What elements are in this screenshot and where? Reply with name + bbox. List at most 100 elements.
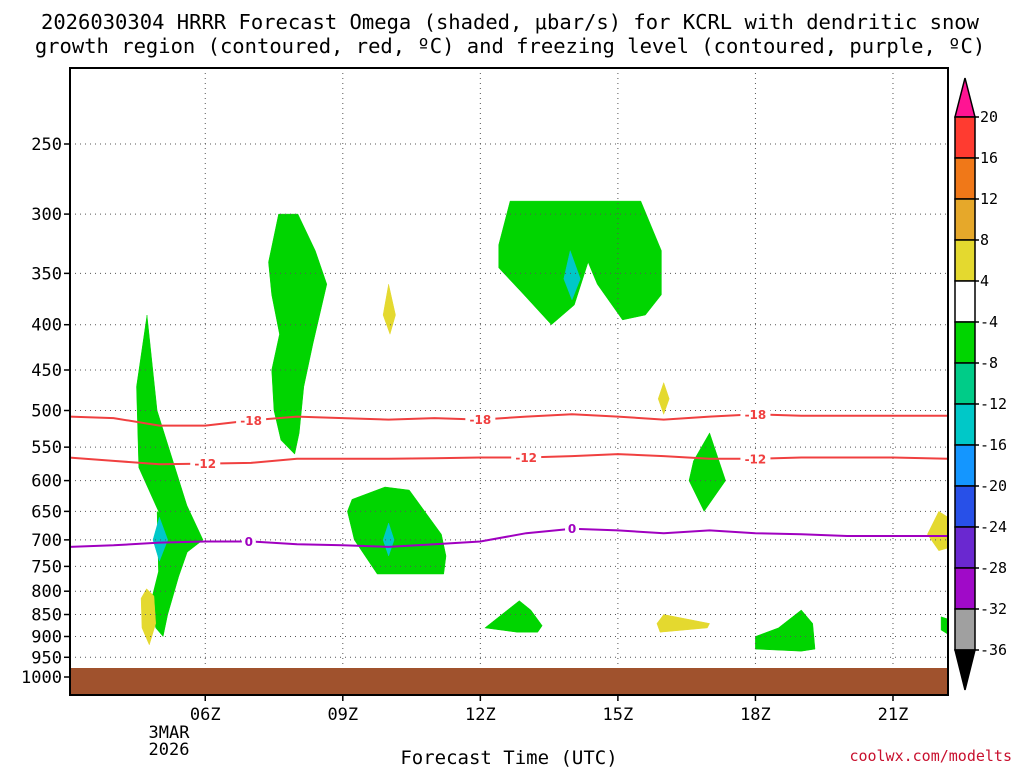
omega-region bbox=[657, 381, 670, 416]
credit-text: coolwx.com/modelts bbox=[849, 747, 1012, 765]
omega-region bbox=[688, 432, 726, 512]
colorbar-tick-label: -20 bbox=[980, 477, 1007, 495]
colorbar-segment bbox=[954, 362, 976, 405]
plot-area: -18 -18 -18 -12 -12 -12 0 0 bbox=[69, 67, 949, 696]
y-tick-label: 300 bbox=[31, 205, 62, 225]
x-tick-label: 12Z bbox=[465, 705, 496, 725]
omega-region bbox=[940, 616, 948, 635]
y-tick-label: 850 bbox=[31, 606, 62, 626]
colorbar-segment bbox=[954, 116, 976, 159]
colorbar-tick-label: 16 bbox=[980, 149, 998, 167]
colorbar-legend: 20 16 12 8 4 -4 -8 -12 -16 -20 -24 -28 -32 -36 bbox=[954, 77, 1007, 691]
y-tick-label: 250 bbox=[31, 135, 62, 155]
omega-region bbox=[268, 213, 328, 455]
y-tick-label: 400 bbox=[31, 316, 62, 336]
y-tick-label: 450 bbox=[31, 361, 62, 381]
colorbar-segment bbox=[954, 239, 976, 282]
colorbar-tick-label: -8 bbox=[980, 354, 998, 372]
contour-label-background bbox=[740, 451, 771, 466]
colorbar-segment bbox=[954, 280, 976, 323]
x-tick-label: 21Z bbox=[878, 705, 909, 725]
colorbar-tick-label: 12 bbox=[980, 190, 998, 208]
contour-line bbox=[70, 413, 948, 427]
y-tick-label: 600 bbox=[31, 472, 62, 492]
x-date-label-day: 3MAR bbox=[149, 723, 191, 743]
colorbar-tick-label: -36 bbox=[980, 641, 1007, 659]
ground-layer bbox=[70, 668, 948, 695]
y-tick-label: 500 bbox=[31, 402, 62, 422]
omega-region bbox=[563, 249, 581, 301]
x-tick-label: 18Z bbox=[740, 705, 771, 725]
colorbar-tick-label: 8 bbox=[980, 231, 989, 249]
y-tick-label: 700 bbox=[31, 531, 62, 551]
colorbar-segment bbox=[954, 526, 976, 569]
y-tick-label: 650 bbox=[31, 502, 62, 522]
colorbar-segment bbox=[954, 444, 976, 487]
colorbar-segment bbox=[954, 608, 976, 651]
colorbar-tick-label: -4 bbox=[980, 313, 998, 331]
x-tick-label: 06Z bbox=[190, 705, 221, 725]
ground-fill bbox=[70, 668, 948, 695]
contour-label: 0 bbox=[245, 535, 253, 549]
contour-label-background bbox=[465, 412, 496, 427]
colorbar-segment bbox=[954, 198, 976, 241]
y-tick-label: 800 bbox=[31, 582, 62, 602]
contour-label: -12 bbox=[515, 451, 537, 465]
y-tick-label: 750 bbox=[31, 557, 62, 577]
pressure-axis: 2503003504004505005506006507007508008509… bbox=[21, 135, 70, 688]
colorbar-tick-label: -12 bbox=[980, 395, 1007, 413]
colorbar-tick-label: 20 bbox=[980, 108, 998, 126]
contour-label: 0 bbox=[568, 522, 576, 536]
contour-label: -12 bbox=[745, 452, 767, 466]
x-tick-label: 09Z bbox=[327, 705, 358, 725]
contour-label-background bbox=[511, 450, 542, 465]
plot-background bbox=[70, 68, 948, 695]
x-date-label-year: 2026 bbox=[149, 740, 190, 760]
colorbar-arrow-top bbox=[954, 77, 976, 118]
contour-label-background bbox=[241, 534, 256, 549]
colorbar-segment bbox=[954, 485, 976, 528]
omega-region bbox=[484, 600, 543, 633]
y-tick-label: 350 bbox=[31, 264, 62, 284]
contour-label: -18 bbox=[240, 414, 262, 428]
y-tick-label: 900 bbox=[31, 627, 62, 647]
contour-label-background bbox=[565, 521, 580, 536]
omega-region bbox=[347, 486, 447, 575]
omega-region bbox=[498, 200, 662, 326]
colorbar-arrow-bottom bbox=[954, 649, 976, 691]
contour-line bbox=[70, 527, 948, 548]
colorbar-segment bbox=[954, 567, 976, 610]
chart-title-line-2: growth region (contoured, red, ºC) and f… bbox=[35, 34, 985, 58]
y-tick-label: 950 bbox=[31, 648, 62, 668]
colorbar-tick-label: -32 bbox=[980, 600, 1007, 618]
time-axis: 06Z 09Z 12Z 15Z 18Z 21Z bbox=[190, 695, 908, 725]
contour-label-background bbox=[190, 456, 221, 471]
y-tick-label: 550 bbox=[31, 438, 62, 458]
omega-region bbox=[755, 609, 816, 652]
colorbar-segment bbox=[954, 403, 976, 446]
colorbar-tick-label: -24 bbox=[980, 518, 1007, 536]
omega-region bbox=[382, 284, 396, 336]
contour-label: -18 bbox=[745, 408, 767, 422]
omega-shading-layer bbox=[136, 200, 948, 652]
x-tick-label: 15Z bbox=[603, 705, 634, 725]
contour-label: -18 bbox=[470, 413, 492, 427]
chart-title-line-1: 2026030304 HRRR Forecast Omega (shaded, … bbox=[41, 10, 980, 34]
omega-region bbox=[152, 516, 168, 562]
plot-frame bbox=[69, 67, 949, 696]
omega-region bbox=[927, 511, 948, 551]
colorbar-tick-label: -28 bbox=[980, 559, 1007, 577]
contour-label-background bbox=[740, 407, 771, 422]
grid-layer bbox=[70, 68, 948, 668]
colorbar-segment bbox=[954, 157, 976, 200]
colorbar-tick-label: -16 bbox=[980, 436, 1007, 454]
x-axis-title: Forecast Time (UTC) bbox=[400, 747, 617, 768]
contour-layer: -18 -18 -18 -12 -12 -12 0 0 bbox=[70, 407, 948, 549]
omega-region bbox=[140, 588, 156, 646]
omega-region bbox=[656, 614, 710, 633]
y-tick-label: 1000 bbox=[21, 668, 62, 688]
contour-label-background bbox=[236, 413, 267, 428]
contour-label: -12 bbox=[194, 457, 216, 471]
colorbar-tick-label: 4 bbox=[980, 272, 989, 290]
